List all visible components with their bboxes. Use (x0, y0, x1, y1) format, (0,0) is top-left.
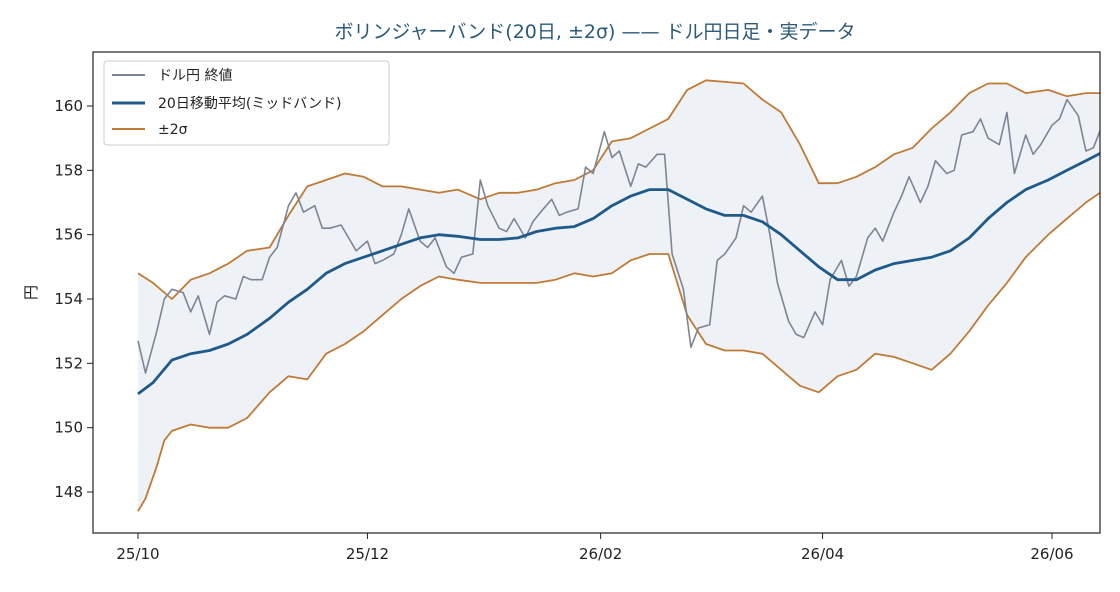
mid-band-line (137, 151, 1100, 396)
plot-clip-group (137, 79, 1100, 512)
x-tick-label: 26/04 (801, 545, 844, 563)
upper-band-line (137, 79, 1100, 300)
y-tick-label: 158 (54, 161, 83, 179)
y-tick-label: 156 (54, 226, 83, 244)
legend-label-band: ±2σ (158, 122, 188, 138)
x-tick-label: 25/12 (346, 545, 389, 563)
x-tick-label: 26/06 (1030, 545, 1073, 563)
lower-band-line (137, 191, 1100, 512)
plot-area (92, 51, 1101, 534)
y-tick-label: 152 (54, 354, 83, 372)
x-tick-label: 26/02 (579, 545, 622, 563)
x-tick-label: 25/10 (116, 545, 159, 563)
chart-title: ボリンジャーバンド(20日, ±2σ) —— ドル円日足・実データ (334, 21, 855, 43)
legend: ドル円 終値 20日移動平均(ミッドバンド) ±2σ (103, 60, 390, 146)
legend-label-close: ドル円 終値 (158, 68, 232, 84)
axis-ticks: 148 150 152 154 156 158 160 25/10 25/12 26/02 26/0… (54, 97, 1073, 563)
plot-frame (92, 51, 1101, 534)
band-fill (138, 80, 1100, 512)
y-tick-label: 148 (54, 483, 83, 501)
y-tick-label: 160 (54, 97, 83, 115)
y-tick-label: 154 (54, 290, 83, 308)
close-price-line (137, 98, 1100, 374)
y-axis-label: 円 (22, 285, 40, 300)
y-tick-label: 150 (54, 419, 83, 437)
legend-box (103, 60, 390, 146)
legend-label-mid: 20日移動平均(ミッドバンド) (158, 96, 341, 112)
